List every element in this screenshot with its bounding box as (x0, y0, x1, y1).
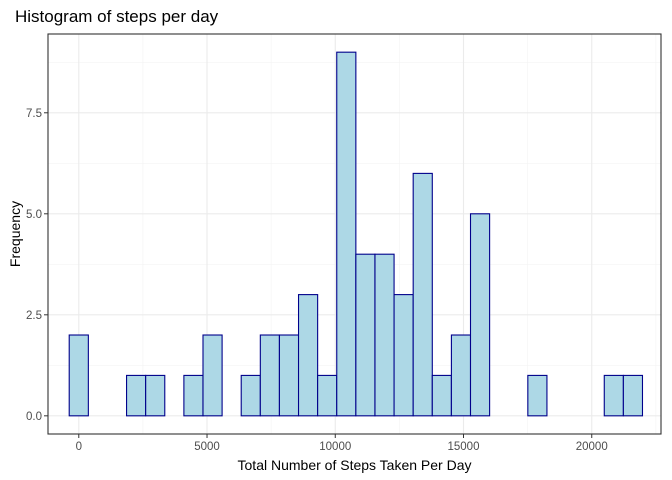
chart-title: Histogram of steps per day (15, 7, 219, 26)
histogram-bar (450, 334, 472, 417)
histogram-bar (126, 374, 147, 417)
x-axis-title: Total Number of Steps Taken Per Day (238, 457, 472, 473)
y-tick-label: 2.5 (26, 310, 42, 322)
histogram-bar (412, 172, 433, 417)
histogram-bar (183, 374, 204, 417)
histogram-bar (355, 253, 376, 417)
histogram-bar (259, 334, 280, 417)
histogram-bar (393, 294, 414, 417)
panel-border (47, 33, 662, 435)
histogram-bar (145, 374, 166, 417)
histogram-bar (240, 374, 261, 417)
y-tick-label: 5.0 (26, 209, 42, 221)
histogram-bar (431, 374, 452, 417)
x-tick-label: 0 (76, 441, 82, 453)
x-tick-label: 10000 (319, 441, 351, 453)
histogram-bar (527, 374, 548, 417)
y-tick-label: 7.5 (26, 108, 42, 120)
x-tick-label: 20000 (576, 441, 608, 453)
histogram-bar (68, 334, 89, 417)
y-axis: 0.0 2.5 5.0 7.5 (26, 108, 48, 423)
histogram-bar (317, 374, 338, 417)
histogram-bar (469, 213, 491, 417)
x-axis: 0 5000 10000 15000 20000 (76, 434, 608, 453)
histogram-bar (202, 334, 223, 417)
histogram-bar (297, 294, 319, 417)
histogram-bar (603, 374, 624, 417)
x-tick-label: 5000 (194, 441, 220, 453)
y-axis-title: Frequency (7, 201, 23, 267)
y-tick-label: 0.0 (26, 411, 42, 423)
x-tick-label: 15000 (448, 441, 480, 453)
bars (68, 51, 644, 417)
histogram-bar (622, 374, 644, 417)
histogram-bar (278, 334, 300, 417)
histogram-bar (374, 253, 395, 417)
histogram-bar (336, 51, 357, 417)
